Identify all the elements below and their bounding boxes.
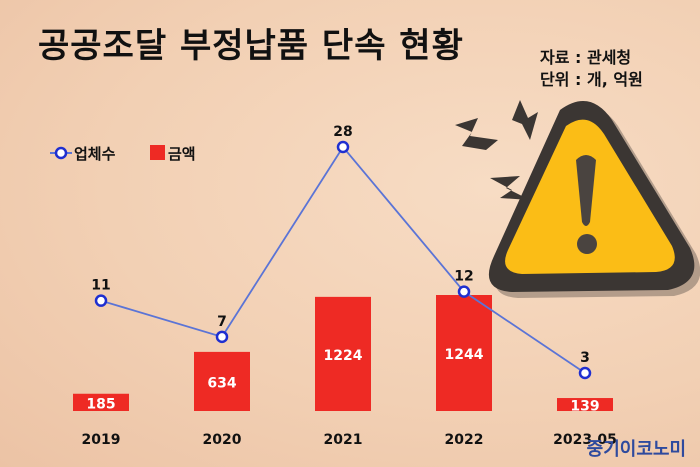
- chart-title: 공공조달 부정납품 단속 현황: [38, 26, 464, 66]
- point-2022: [457, 285, 471, 298]
- bar-2023.05: [557, 398, 613, 411]
- legend-label-companies: 업체수: [74, 145, 116, 163]
- bar-value-label-2021: 1224: [324, 348, 363, 364]
- x-tick-label-2023.05: 2023.05: [553, 432, 617, 448]
- bar-value-label-2022: 1244: [445, 347, 484, 363]
- unit-note: 단위 : 개, 억원: [540, 70, 643, 89]
- point-value-label-2021: 28: [333, 124, 352, 140]
- chart-legend: 업체수 금액: [50, 145, 196, 163]
- x-axis-labels: 2019 2020 2021 2022 2023.05: [82, 432, 617, 448]
- publisher-watermark: 중기이코노미: [586, 439, 686, 460]
- legend-line-marker: [54, 146, 68, 160]
- point-value-label-2023.05: 3: [580, 350, 590, 366]
- bar-value-label-2020: 634: [207, 375, 236, 391]
- point-value-label-2020: 7: [217, 314, 227, 330]
- bar-2022: [436, 295, 492, 411]
- x-tick-label-2020: 2020: [203, 432, 242, 448]
- legend-label-amount: 금액: [168, 145, 196, 163]
- point-value-label-2019: 11: [91, 278, 110, 294]
- legend-bar-swatch: [150, 145, 165, 160]
- warning-icon: [455, 100, 700, 298]
- point-2019: [94, 294, 108, 307]
- bar-value-label-2023.05: 139: [570, 399, 599, 415]
- x-tick-label-2022: 2022: [445, 432, 484, 448]
- point-2021: [336, 140, 350, 154]
- bar-2021: [315, 296, 371, 411]
- point-2023.05: [578, 366, 592, 380]
- x-tick-label-2021: 2021: [324, 432, 363, 448]
- line-series: 11 7 28 12 3: [91, 124, 592, 380]
- bar-series: 185 634 1224 1244 139: [73, 295, 613, 415]
- bar-2019: [73, 393, 129, 411]
- point-2020: [215, 330, 229, 344]
- bar-2020: [194, 351, 250, 411]
- bar-value-label-2019: 185: [86, 396, 115, 412]
- source-note: 자료 : 관세청: [540, 48, 632, 67]
- x-tick-label-2019: 2019: [82, 432, 121, 448]
- point-value-label-2022: 12: [454, 269, 473, 285]
